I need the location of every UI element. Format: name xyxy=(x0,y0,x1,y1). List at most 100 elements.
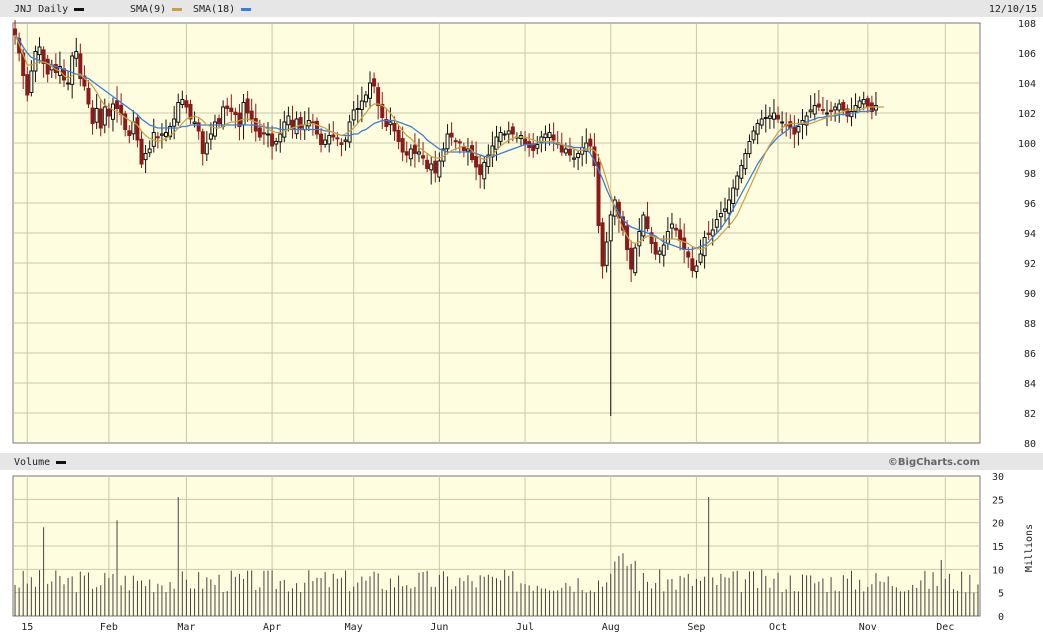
candle-body xyxy=(217,118,222,125)
candle-body xyxy=(310,121,315,124)
candle-body xyxy=(543,133,548,139)
candle-body xyxy=(78,53,83,79)
candle-body xyxy=(319,133,324,146)
candle-body xyxy=(474,155,479,168)
candle-body xyxy=(653,242,658,255)
candlestick-series xyxy=(13,20,878,416)
candle-body xyxy=(433,160,438,174)
candle-body xyxy=(816,103,821,108)
candle-body xyxy=(853,105,858,112)
candle-body xyxy=(572,157,577,160)
candle-body xyxy=(208,133,213,140)
ticker-legend-swatch xyxy=(74,8,84,11)
candle-body xyxy=(804,115,809,126)
ticker-label: JNJ Daily xyxy=(14,4,68,15)
candle-body xyxy=(416,151,421,155)
candle-body xyxy=(331,134,336,138)
candle-body xyxy=(698,253,703,263)
volume-tick-label: 20 xyxy=(992,519,1004,530)
candle-body xyxy=(139,138,144,165)
candle-body xyxy=(159,133,164,136)
candle-body xyxy=(404,151,409,156)
candle-body xyxy=(257,127,262,138)
candle-body xyxy=(147,148,152,154)
candle-body xyxy=(820,109,825,112)
candle-body xyxy=(584,142,589,152)
candle-body xyxy=(363,94,368,103)
candle-body xyxy=(74,51,79,59)
candle-body xyxy=(657,250,662,255)
candle-body xyxy=(837,103,842,111)
candle-body xyxy=(833,106,838,111)
candle-body xyxy=(82,75,87,87)
candle-body xyxy=(449,132,454,138)
candle-body xyxy=(335,137,340,140)
candle-body xyxy=(641,214,646,237)
candle-body xyxy=(633,247,638,274)
candle-body xyxy=(494,136,499,150)
candle-body xyxy=(780,121,785,124)
price-tick-label: 108 xyxy=(1018,19,1036,30)
candle-body xyxy=(755,123,760,135)
volume-header-bar xyxy=(0,453,1043,470)
candle-body xyxy=(547,132,552,139)
candle-body xyxy=(298,117,303,129)
candle-body xyxy=(115,100,120,109)
candle-body xyxy=(661,244,666,256)
candle-body xyxy=(192,121,197,124)
candle-body xyxy=(225,105,230,109)
candle-body xyxy=(767,115,772,119)
candle-body xyxy=(380,103,385,118)
candle-body xyxy=(45,58,50,75)
candle-body xyxy=(731,187,736,204)
price-tick-label: 80 xyxy=(1024,439,1036,450)
candle-body xyxy=(249,110,254,120)
candle-body xyxy=(102,106,107,126)
sma9-legend-swatch xyxy=(172,8,182,11)
candle-body xyxy=(396,129,401,143)
candle-body xyxy=(812,105,817,115)
candle-body xyxy=(421,155,426,159)
candle-body xyxy=(665,231,670,244)
candle-body xyxy=(25,74,30,96)
candle-body xyxy=(861,99,866,105)
candle-body xyxy=(771,112,776,120)
x-axis: 15 Feb Mar Apr May Jun Jul Aug Sep Oct Nov Dec xyxy=(21,622,954,633)
candle-body xyxy=(829,109,834,112)
candle-body xyxy=(168,126,173,138)
candle-body xyxy=(270,133,275,147)
candle-body xyxy=(824,112,829,115)
price-tick-label: 98 xyxy=(1024,169,1036,180)
candle-body xyxy=(588,138,593,147)
candle-body xyxy=(478,164,483,176)
candle-body xyxy=(29,70,34,93)
candle-body xyxy=(739,165,744,179)
candle-body xyxy=(559,144,564,153)
candle-body xyxy=(106,108,111,117)
candle-body xyxy=(706,232,711,235)
candle-body xyxy=(196,122,201,132)
candle-body xyxy=(41,49,46,64)
sma-series xyxy=(14,34,885,251)
candle-body xyxy=(482,162,487,180)
price-tick-label: 100 xyxy=(1018,139,1036,150)
candle-body xyxy=(714,219,719,228)
candle-body xyxy=(212,121,217,137)
candle-body xyxy=(359,100,364,111)
volume-tick-label: 25 xyxy=(992,495,1004,506)
candle-body xyxy=(735,175,740,190)
candle-body xyxy=(498,132,503,142)
candle-body xyxy=(368,82,373,99)
volume-tick-label: 15 xyxy=(992,542,1004,553)
candle-body xyxy=(751,130,756,141)
x-tick-label: Nov xyxy=(859,622,877,633)
candle-body xyxy=(747,141,752,155)
candle-body xyxy=(510,126,515,135)
candle-body xyxy=(86,87,91,105)
candle-body xyxy=(649,232,654,245)
candle-body xyxy=(486,154,491,167)
candle-body xyxy=(233,111,238,115)
candle-body xyxy=(523,138,528,146)
candle-body xyxy=(727,199,732,214)
